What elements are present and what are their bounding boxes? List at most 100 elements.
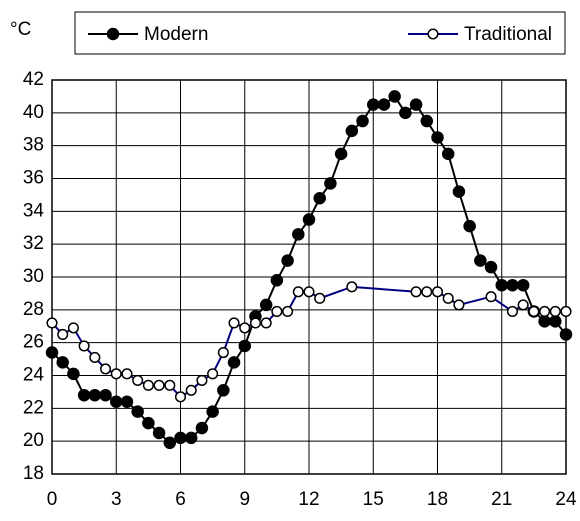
marker [314, 292, 326, 304]
marker [506, 278, 519, 292]
marker [441, 147, 455, 161]
marker [484, 260, 498, 274]
marker [292, 286, 304, 298]
marker [110, 368, 122, 380]
marker [346, 281, 358, 293]
marker [409, 98, 423, 111]
marker [57, 328, 69, 341]
x-tick-label: 3 [111, 489, 122, 510]
marker [313, 191, 326, 205]
marker [120, 395, 134, 409]
y-tick-label: 18 [23, 463, 44, 484]
marker [206, 405, 219, 418]
marker [132, 374, 144, 386]
marker [377, 98, 391, 111]
marker [549, 315, 562, 328]
marker [431, 286, 444, 298]
marker [88, 388, 102, 402]
marker [228, 317, 240, 329]
marker [89, 351, 101, 363]
marker [185, 384, 197, 396]
marker [474, 254, 487, 267]
marker [410, 286, 422, 298]
y-tick-label: 42 [23, 69, 44, 90]
marker [539, 305, 551, 318]
x-tick-label: 24 [555, 489, 577, 510]
marker [506, 305, 519, 318]
marker [303, 286, 315, 298]
marker [345, 124, 359, 138]
marker [152, 426, 166, 440]
marker [67, 367, 80, 381]
marker [56, 356, 69, 369]
marker [452, 185, 466, 198]
legend-marker [427, 28, 439, 40]
marker [46, 317, 58, 329]
marker [153, 379, 165, 391]
marker [560, 305, 572, 318]
y-tick-label: 26 [23, 332, 44, 353]
marker [282, 305, 294, 318]
legend-label: Traditional [464, 24, 552, 45]
marker [495, 278, 508, 292]
y-tick-label: 22 [23, 397, 44, 418]
y-tick-label: 40 [23, 102, 44, 123]
marker [270, 274, 284, 287]
x-tick-label: 15 [363, 489, 384, 510]
x-tick-label: 9 [239, 489, 250, 510]
marker [260, 317, 272, 329]
marker [249, 317, 262, 329]
plot-frame [51, 79, 567, 475]
y-tick-label: 28 [23, 299, 44, 320]
marker [174, 431, 187, 445]
y-tick-label: 24 [23, 365, 45, 386]
marker [356, 114, 369, 128]
marker [516, 278, 530, 292]
marker [164, 379, 176, 391]
marker [281, 254, 294, 267]
marker [163, 436, 177, 450]
marker [517, 299, 529, 311]
marker [388, 90, 401, 103]
y-tick-label: 20 [23, 430, 44, 451]
y-tick-label: 36 [23, 168, 44, 189]
marker [259, 298, 273, 312]
marker [549, 305, 561, 318]
marker [292, 228, 305, 241]
y-tick-label: 34 [23, 200, 45, 221]
marker [174, 391, 187, 403]
legend-label: Modern [144, 24, 208, 45]
marker [538, 315, 551, 328]
legend-marker [106, 27, 120, 41]
marker [528, 305, 540, 318]
marker [421, 286, 433, 298]
x-tick-label: 18 [427, 489, 448, 510]
x-tick-label: 6 [175, 489, 186, 510]
marker [227, 356, 241, 369]
marker [442, 292, 454, 304]
marker [559, 328, 573, 341]
marker [217, 384, 230, 397]
marker [453, 299, 465, 311]
marker [239, 322, 251, 334]
marker [207, 368, 219, 380]
marker [184, 431, 198, 445]
x-tick-label: 21 [491, 489, 512, 510]
y-tick-label: 30 [23, 266, 44, 287]
marker [302, 213, 316, 226]
y-tick-label: 32 [23, 233, 44, 254]
marker [77, 388, 91, 402]
marker [121, 368, 133, 380]
marker [45, 346, 59, 359]
marker [78, 340, 90, 352]
marker [431, 131, 444, 144]
legend [74, 11, 566, 55]
marker [399, 106, 412, 120]
marker [334, 147, 348, 161]
marker [67, 322, 79, 334]
y-tick-label: 38 [23, 135, 44, 156]
marker [142, 379, 154, 391]
x-tick-label: 12 [298, 489, 319, 510]
marker [271, 305, 283, 318]
